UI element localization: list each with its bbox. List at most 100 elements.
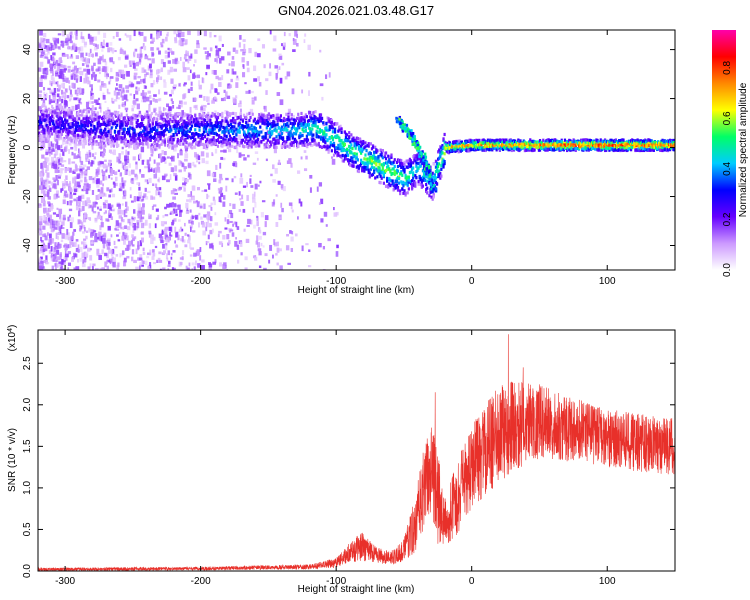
spectrogram-cell bbox=[128, 84, 132, 87]
spectrogram-cell bbox=[55, 259, 58, 263]
spectrogram-cell bbox=[108, 120, 113, 125]
spectrogram-cell bbox=[127, 143, 131, 147]
spectrogram-cell bbox=[121, 69, 125, 75]
spectrogram-cell bbox=[130, 83, 134, 88]
spectrogram-cell bbox=[134, 173, 138, 177]
spectrogram-cell bbox=[111, 97, 114, 103]
spectrogram-cell bbox=[140, 46, 143, 49]
spectrogram-cell bbox=[264, 132, 267, 136]
spectrogram-cell bbox=[243, 43, 246, 50]
spectrogram-cell bbox=[323, 211, 328, 217]
spectrogram-cell bbox=[143, 92, 147, 96]
spectrogram-cell bbox=[142, 78, 146, 84]
spectrogram-cell bbox=[252, 119, 255, 123]
spectrogram-cell bbox=[89, 248, 92, 251]
spectrogram-cell bbox=[303, 168, 308, 172]
spectrogram-cell bbox=[73, 117, 76, 121]
spectrogram-cell bbox=[211, 129, 214, 133]
spectrogram-cell bbox=[63, 260, 66, 263]
spectrogram-cell bbox=[272, 48, 277, 52]
spectrogram-cell bbox=[56, 249, 60, 255]
spectrogram-cell bbox=[81, 112, 84, 117]
spectrogram-cell bbox=[304, 123, 307, 127]
spectrogram-cell bbox=[254, 127, 258, 131]
spectrogram-cell bbox=[161, 252, 165, 256]
spectrogram-cell bbox=[73, 153, 76, 159]
spectrogram-cell bbox=[54, 193, 59, 197]
spectrogram-cell bbox=[189, 126, 192, 131]
spectrogram-cell bbox=[141, 159, 145, 165]
spectrogram-cell bbox=[46, 172, 50, 178]
spectrogram-cell bbox=[81, 92, 84, 95]
spectrogram-cell bbox=[58, 174, 62, 177]
spectrogram-cell bbox=[64, 255, 68, 261]
spectrogram-cell bbox=[73, 75, 78, 78]
spectrogram-cell bbox=[155, 208, 159, 212]
spectrogram-cell bbox=[133, 75, 137, 80]
spectrogram-cell bbox=[292, 131, 295, 136]
spectrogram-cell bbox=[97, 188, 100, 192]
spectrogram-cell bbox=[74, 46, 78, 52]
spectrogram-cell bbox=[176, 140, 179, 144]
spectrogram-cell bbox=[73, 134, 76, 138]
spectrogram-cell bbox=[194, 128, 197, 132]
spectrogram-cell bbox=[53, 163, 58, 169]
spectrogram-cell bbox=[158, 251, 162, 255]
spectrogram-cell bbox=[221, 111, 224, 116]
spectrogram-cell bbox=[255, 140, 259, 144]
spectrogram-cell bbox=[40, 218, 43, 221]
spectrogram-cell bbox=[84, 139, 87, 144]
spectrogram-cell bbox=[421, 184, 425, 188]
spectrogram-cell bbox=[193, 75, 196, 78]
spectrogram-cell bbox=[102, 243, 106, 249]
spectrogram-cell bbox=[140, 99, 145, 103]
spectrogram-cell bbox=[143, 45, 147, 51]
spectrogram-cell bbox=[106, 42, 109, 47]
spectrogram-cell bbox=[271, 129, 274, 134]
spectrogram-cell bbox=[219, 173, 223, 179]
spectrogram-cell bbox=[43, 38, 46, 41]
spectrogram-cell bbox=[335, 251, 339, 257]
spectrogram-cell bbox=[131, 105, 136, 109]
spectrogram-cell bbox=[198, 84, 202, 90]
spectrogram-cell bbox=[162, 243, 165, 249]
spectrogram-cell bbox=[138, 186, 141, 191]
spectrogram-cell bbox=[173, 144, 176, 148]
spectrogram-cell bbox=[56, 80, 59, 87]
spectrogram-cell bbox=[178, 219, 181, 222]
spectrogram-cell bbox=[376, 175, 379, 179]
spectrogram-cell bbox=[63, 261, 66, 266]
spectrogram-cell bbox=[64, 169, 67, 173]
spectrogram-cell bbox=[92, 230, 97, 233]
spectrogram-cell bbox=[78, 114, 83, 117]
spectrogram-cell bbox=[396, 188, 400, 192]
spectrogram-cell bbox=[229, 136, 233, 140]
spectrogram-cell bbox=[119, 183, 122, 189]
spectrogram-cell bbox=[90, 95, 94, 100]
spectrogram-cell bbox=[285, 140, 288, 144]
spectrogram-cell bbox=[117, 222, 122, 228]
spectrogram-cell bbox=[299, 134, 302, 139]
spectrogram-cell bbox=[245, 144, 248, 148]
spectrogram-cell bbox=[131, 117, 134, 122]
spectrogram-cell bbox=[133, 209, 136, 214]
spectrogram-cell bbox=[276, 247, 280, 253]
spectrogram-cell bbox=[160, 30, 162, 36]
spectrogram-cell bbox=[122, 239, 126, 245]
spectrogram-cell bbox=[214, 58, 218, 62]
spectrogram-cell bbox=[370, 165, 374, 170]
spectrogram-cell bbox=[218, 48, 221, 52]
spectrogram-cell bbox=[123, 260, 126, 267]
spectrogram-cell bbox=[289, 121, 292, 125]
spectrogram-cell bbox=[212, 171, 217, 178]
spectrogram-cell bbox=[163, 151, 167, 156]
spectrogram-cell bbox=[356, 158, 359, 162]
spectrogram-cell bbox=[63, 257, 66, 262]
spectrogram-cell bbox=[280, 202, 283, 208]
spectrogram-cell bbox=[99, 137, 102, 141]
spectrogram-cell bbox=[44, 118, 47, 122]
spectrogram-cell bbox=[147, 252, 151, 255]
spectrogram-cell bbox=[196, 40, 200, 45]
spectrogram-cell bbox=[42, 102, 46, 108]
spectrogram-cell bbox=[320, 116, 324, 121]
